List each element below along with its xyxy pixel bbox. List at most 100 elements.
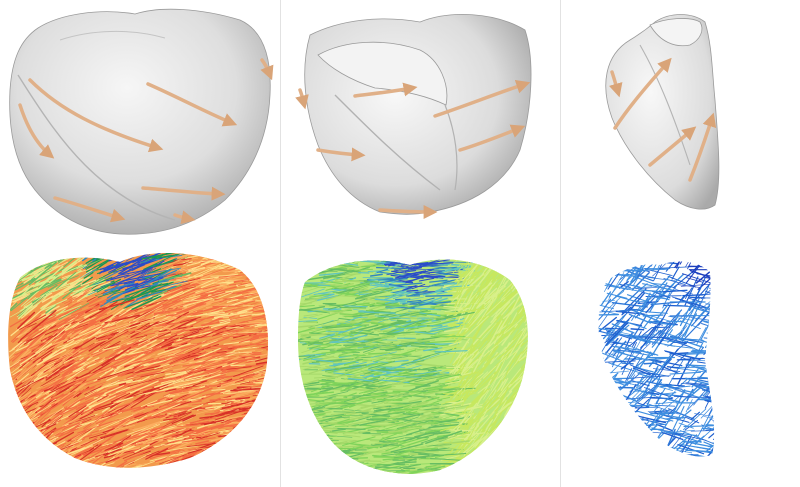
fiber-stroke (99, 252, 128, 258)
fiber-stroke (511, 403, 523, 422)
fiber-stroke (257, 290, 269, 295)
fiber-stroke (405, 310, 419, 314)
fiber-stroke (444, 256, 464, 259)
fiber-stroke (422, 366, 437, 370)
fiber-stroke (250, 448, 269, 457)
fiber-stroke (532, 329, 552, 351)
fiber-stroke (387, 429, 407, 433)
fiber-stroke (450, 351, 465, 377)
fiber-stroke (428, 469, 468, 473)
fiber-stroke (189, 417, 211, 424)
fiber-stroke (143, 263, 158, 270)
fiber-stroke (385, 445, 400, 452)
fiber-stroke (308, 434, 321, 437)
fiber-stroke (374, 442, 400, 445)
fiber-stroke (329, 465, 342, 469)
fiber-stroke (11, 341, 23, 351)
fiber-stroke (298, 365, 322, 368)
fiber-stroke (94, 411, 110, 423)
fiber-stroke (96, 260, 109, 270)
fiber-stroke (460, 259, 479, 280)
fiber-stroke (266, 432, 269, 437)
fiber-stroke (11, 278, 37, 292)
fiber-stroke (182, 260, 193, 266)
fiber-stroke (308, 326, 348, 332)
fiber-stroke (133, 267, 157, 282)
fiber-stroke (393, 280, 413, 284)
fiber-stroke (8, 425, 26, 440)
fiber-stroke (20, 305, 38, 319)
fiber-stroke (358, 310, 396, 314)
fiber-stroke (18, 389, 54, 407)
fiber-stroke (185, 421, 212, 426)
fiber-stroke (534, 263, 553, 288)
fiber-stroke (340, 419, 355, 423)
fiber-stroke (437, 440, 470, 446)
fiber-stroke (321, 471, 358, 474)
fiber-stroke (449, 259, 479, 266)
fiber-stroke (55, 261, 69, 269)
fiber-stroke (261, 262, 269, 268)
fiber-stroke (220, 378, 244, 387)
fiber-stroke (449, 478, 487, 481)
fiber-stroke (309, 464, 341, 468)
fiber-stroke (179, 468, 211, 473)
fiber-stroke (28, 432, 40, 439)
fiber-stroke (160, 254, 191, 269)
fiber-stroke (423, 386, 461, 395)
fiber-stroke (430, 258, 441, 259)
fiber-stroke (244, 442, 269, 446)
fiber-stroke (243, 424, 269, 434)
fiber-stroke (488, 259, 512, 272)
fiber-stroke (431, 404, 462, 409)
fiber-stroke (134, 444, 150, 453)
fiber-stroke (20, 284, 33, 297)
fiber-stroke (473, 379, 482, 390)
fiber-stroke (532, 240, 548, 255)
fiber-stroke (400, 339, 436, 343)
fiber-stroke (42, 352, 74, 367)
fiber-stroke (50, 348, 81, 372)
fiber-stroke (298, 313, 323, 321)
fiber-stroke (368, 278, 406, 284)
fiber-stroke (35, 243, 55, 252)
fiber-stroke (479, 460, 490, 474)
fiber-stroke (141, 252, 180, 260)
fiber-stroke (9, 348, 25, 362)
fiber-stroke (298, 260, 318, 265)
fiber-stroke (335, 273, 357, 282)
fiber-stroke (451, 291, 464, 302)
fiber-stroke (446, 429, 472, 432)
fiber-stroke (117, 252, 131, 255)
fiber-stroke (177, 373, 188, 379)
fiber-stroke (453, 328, 471, 344)
fiber-stroke (341, 461, 361, 466)
fiber-stroke (256, 467, 269, 468)
fiber-stroke (63, 459, 95, 468)
fiber-stroke (530, 328, 546, 359)
fiber-stroke (631, 374, 650, 395)
fiber-stroke (526, 389, 528, 422)
fiber-stroke (88, 395, 110, 408)
fiber-stroke (431, 415, 455, 423)
fiber-stroke (43, 332, 66, 353)
fiber-stroke (518, 285, 528, 315)
fiber-stroke (19, 374, 48, 390)
fiber-stroke (356, 380, 383, 386)
fiber-stroke (501, 346, 514, 363)
fiber-stroke (218, 441, 242, 446)
fiber-stroke (21, 270, 48, 282)
fiber-stroke (413, 250, 431, 254)
fiber-stroke (8, 302, 18, 312)
fiber-stroke (25, 427, 48, 448)
fiber-stroke (480, 282, 493, 292)
fiber-stroke (404, 427, 422, 432)
fiber-stroke (224, 402, 238, 406)
fiber-stroke (311, 286, 326, 288)
fiber-stroke (12, 417, 39, 440)
fiber-stroke (319, 426, 338, 430)
fiber-stroke (267, 471, 281, 472)
fiber-stroke (82, 431, 106, 439)
fiber-stroke (713, 344, 715, 350)
